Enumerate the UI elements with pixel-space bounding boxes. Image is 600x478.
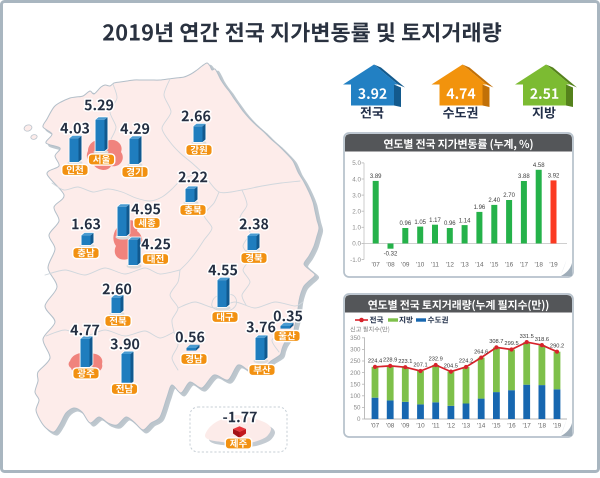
svg-text:207.1: 207.1 (413, 363, 427, 369)
svg-text:'17: '17 (520, 262, 529, 269)
svg-text:'09: '09 (401, 423, 410, 430)
svg-text:290.2: 290.2 (550, 343, 564, 349)
svg-text:'14: '14 (475, 262, 484, 269)
svg-text:250: 250 (350, 358, 361, 365)
svg-text:3.89: 3.89 (370, 174, 382, 180)
svg-text:'13: '13 (462, 423, 471, 430)
svg-text:5.0: 5.0 (352, 160, 361, 167)
svg-text:'13: '13 (460, 262, 469, 269)
svg-text:'17: '17 (523, 423, 532, 430)
svg-text:'19: '19 (549, 262, 558, 269)
svg-text:350: 350 (350, 335, 361, 342)
svg-text:0.0: 0.0 (352, 241, 361, 248)
svg-text:'11: '11 (431, 262, 439, 269)
svg-text:223.1: 223.1 (398, 359, 412, 365)
svg-text:4.0: 4.0 (352, 176, 361, 183)
svg-text:3.0: 3.0 (352, 192, 361, 199)
svg-text:150: 150 (350, 381, 361, 388)
svg-text:'08: '08 (386, 262, 395, 269)
svg-text:1.05: 1.05 (414, 220, 426, 226)
svg-text:4.58: 4.58 (533, 163, 545, 169)
svg-text:'10: '10 (416, 262, 425, 269)
svg-text:308.7: 308.7 (489, 339, 503, 345)
svg-text:1.17: 1.17 (429, 218, 441, 224)
svg-text:224.4: 224.4 (368, 359, 382, 365)
svg-text:2.40: 2.40 (488, 198, 500, 204)
svg-text:1.96: 1.96 (474, 205, 486, 211)
svg-text:2.0: 2.0 (352, 209, 361, 216)
svg-text:331.5: 331.5 (520, 334, 534, 340)
svg-text:3.88: 3.88 (518, 174, 530, 180)
svg-text:264.6: 264.6 (474, 349, 488, 355)
svg-text:'12: '12 (446, 262, 455, 269)
svg-text:0.96: 0.96 (444, 221, 456, 227)
svg-text:-1.0: -1.0 (350, 257, 361, 264)
svg-text:232.9: 232.9 (429, 357, 443, 363)
svg-text:'07: '07 (371, 423, 380, 430)
svg-text:'09: '09 (401, 262, 410, 269)
svg-text:-0.32: -0.32 (384, 252, 398, 258)
svg-text:'19: '19 (553, 423, 562, 430)
svg-text:3.92: 3.92 (548, 174, 560, 180)
svg-text:'10: '10 (416, 423, 425, 430)
svg-text:'18: '18 (535, 262, 544, 269)
svg-text:1.14: 1.14 (459, 218, 471, 224)
svg-text:228.9: 228.9 (383, 358, 397, 364)
svg-text:100: 100 (350, 393, 361, 400)
svg-text:200: 200 (350, 370, 361, 377)
svg-text:'16: '16 (507, 423, 516, 430)
svg-text:204.5: 204.5 (444, 363, 458, 369)
svg-text:0.96: 0.96 (399, 221, 411, 227)
svg-text:299.5: 299.5 (504, 341, 518, 347)
svg-text:318.6: 318.6 (535, 337, 549, 343)
svg-text:'12: '12 (447, 423, 456, 430)
svg-text:224.2: 224.2 (459, 359, 473, 365)
svg-text:2.70: 2.70 (503, 193, 515, 199)
svg-text:300: 300 (350, 347, 361, 354)
svg-text:50: 50 (354, 405, 361, 412)
svg-text:'15: '15 (490, 262, 499, 269)
svg-text:'07: '07 (372, 262, 381, 269)
svg-text:'15: '15 (492, 423, 501, 430)
svg-text:'08: '08 (386, 423, 395, 430)
svg-text:'16: '16 (505, 262, 514, 269)
svg-text:'14: '14 (477, 423, 486, 430)
svg-text:'11: '11 (432, 423, 440, 430)
svg-text:'18: '18 (538, 423, 547, 430)
svg-text:1.0: 1.0 (352, 225, 361, 232)
svg-text:0: 0 (357, 416, 361, 423)
